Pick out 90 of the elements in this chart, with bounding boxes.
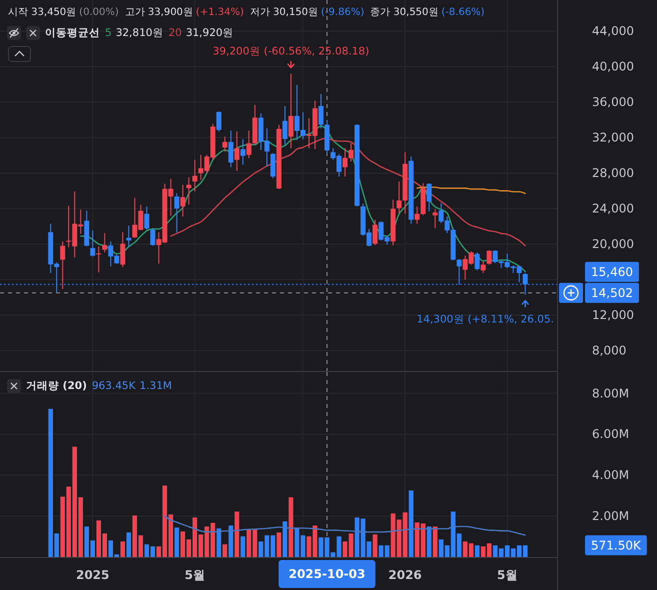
annotation: 1.31M <box>140 380 172 392</box>
bar <box>126 532 132 557</box>
candlestick <box>180 184 186 217</box>
x-tick-label: 2026 <box>388 568 422 582</box>
x-tick-label: 5월 <box>184 568 205 582</box>
candlestick <box>288 73 294 149</box>
annotation: 시작 33,450원 <box>8 6 76 18</box>
line-series <box>164 515 526 536</box>
candlestick <box>150 228 156 246</box>
annotation: 저가 30,150원 <box>250 6 318 18</box>
candlestick <box>348 142 354 162</box>
candlestick <box>372 219 378 246</box>
candlestick <box>246 130 252 159</box>
y-tick-label: 12,000 <box>592 308 634 322</box>
bar <box>240 536 246 557</box>
candlestick <box>318 93 324 129</box>
bar <box>174 528 180 557</box>
candlestick <box>222 136 228 152</box>
bar <box>474 545 480 557</box>
y-tick-label: 6.00M <box>592 427 630 442</box>
candlestick <box>414 206 420 224</box>
annotation: (+1.34%) <box>196 6 244 18</box>
candlestick <box>474 252 480 271</box>
candlestick <box>342 148 348 178</box>
y-tick-label: 8,000 <box>592 344 626 358</box>
bar <box>432 526 438 557</box>
text: 571.50K <box>591 538 642 552</box>
bar <box>216 528 222 557</box>
candlestick <box>144 206 150 230</box>
candlestick <box>174 192 180 233</box>
candlestick <box>216 111 222 132</box>
candlestick <box>396 181 402 214</box>
annotation: 39,200원 (-60.56%, 25.08.18) <box>212 46 370 58</box>
y-tick-label: 40,000 <box>592 60 634 74</box>
y-tick-label: 28,000 <box>592 166 634 180</box>
y-tick-label: 44,000 <box>592 24 634 38</box>
x-tick-label: 2025 <box>76 568 110 582</box>
legend-title: 거래량 (20) <box>26 380 87 392</box>
bar <box>234 512 240 557</box>
y-tick-label: 4.00M <box>592 468 630 482</box>
bar <box>120 541 126 557</box>
candlestick <box>90 230 96 257</box>
candlestick <box>60 240 66 290</box>
bar <box>288 497 294 557</box>
annotation: 고가 33,900원 <box>124 6 193 18</box>
annotation: 종가 30,550원 <box>370 6 438 18</box>
bar <box>228 525 234 557</box>
candlestick <box>432 208 438 229</box>
annotation: (-9.86%) <box>321 6 364 18</box>
y-tick-label: 24,000 <box>592 202 634 216</box>
candlestick <box>120 232 126 268</box>
bar <box>372 534 378 557</box>
annotation: 14,300원 (+8.11%, 26.05. <box>416 314 554 326</box>
candlestick <box>192 159 198 192</box>
candlestick <box>234 131 240 172</box>
candlestick <box>270 152 276 179</box>
annotation: (0.00%) <box>79 6 119 18</box>
candlestick <box>186 176 192 205</box>
ref-line-label: 2025-10-03 <box>288 567 366 581</box>
y-tick-label: 8.00M <box>592 386 630 400</box>
legend-title: 이동평균선 <box>45 27 100 39</box>
y-tick-label: 2.00M <box>592 509 630 524</box>
bar <box>408 490 414 557</box>
candlestick <box>426 182 432 212</box>
candlestick <box>96 246 102 273</box>
annotation: (-8.66%) <box>441 6 485 18</box>
bar <box>222 544 228 557</box>
line-series <box>170 138 526 247</box>
annotation: 963.45K <box>92 380 137 392</box>
line-series <box>80 125 526 272</box>
candlestick <box>282 105 288 146</box>
text: 20 <box>168 27 182 39</box>
x-tick-label: 5월 <box>497 568 518 582</box>
bar <box>276 532 282 557</box>
candlestick <box>126 224 132 248</box>
bar <box>426 526 432 557</box>
text: 14,502 <box>591 286 633 300</box>
text: 15,460 <box>591 264 633 279</box>
annotation: 31,920원 <box>186 27 234 39</box>
candlestick <box>240 138 246 166</box>
bar <box>282 521 288 557</box>
candlestick <box>228 130 234 168</box>
y-tick-label: 32,000 <box>592 130 634 145</box>
y-tick-label: 36,000 <box>592 95 634 110</box>
annotation: 32,810원 <box>116 27 164 39</box>
candlestick <box>480 260 486 274</box>
candlestick <box>486 250 492 266</box>
y-tick-label: 20,000 <box>592 237 634 252</box>
candlestick <box>102 232 108 253</box>
text: 5 <box>105 27 112 39</box>
